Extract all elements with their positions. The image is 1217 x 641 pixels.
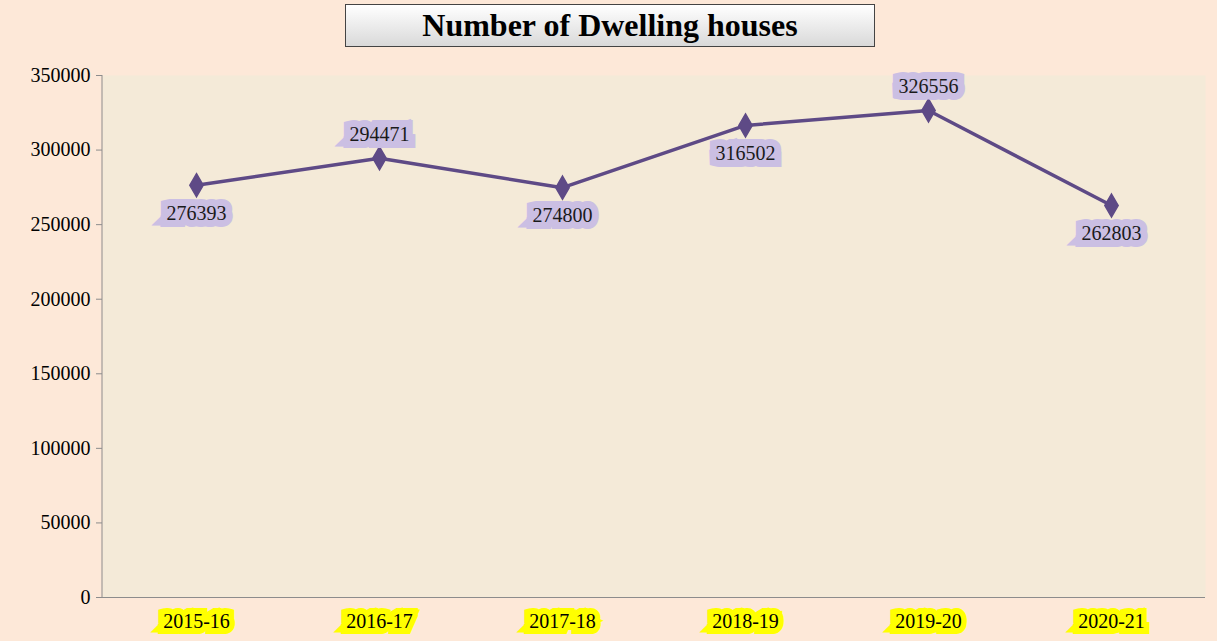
svg-text:50000: 50000 bbox=[41, 511, 91, 533]
svg-text:326556: 326556 bbox=[899, 75, 959, 97]
svg-text:250000: 250000 bbox=[31, 213, 91, 235]
svg-text:0: 0 bbox=[81, 586, 91, 608]
svg-text:300000: 300000 bbox=[31, 138, 91, 160]
svg-text:200000: 200000 bbox=[31, 288, 91, 310]
svg-text:100000: 100000 bbox=[31, 437, 91, 459]
svg-text:150000: 150000 bbox=[31, 362, 91, 384]
svg-text:262803: 262803 bbox=[1082, 222, 1142, 244]
svg-text:2020-21: 2020-21 bbox=[1078, 610, 1145, 632]
html-text:Number of Dwelling houses: Number of Dwelling houses bbox=[422, 7, 798, 43]
svg-text:2016-17: 2016-17 bbox=[346, 610, 413, 632]
svg-text:2017-18: 2017-18 bbox=[529, 610, 596, 632]
svg-text:2018-19: 2018-19 bbox=[712, 610, 779, 632]
svg-text:316502: 316502 bbox=[716, 142, 776, 164]
svg-text:294471: 294471 bbox=[350, 123, 410, 145]
svg-text:274800: 274800 bbox=[533, 204, 593, 226]
svg-text:350000: 350000 bbox=[31, 64, 91, 86]
svg-text:276393: 276393 bbox=[167, 202, 227, 224]
svg-text:2015-16: 2015-16 bbox=[163, 610, 230, 632]
svg-text:2019-20: 2019-20 bbox=[895, 610, 962, 632]
